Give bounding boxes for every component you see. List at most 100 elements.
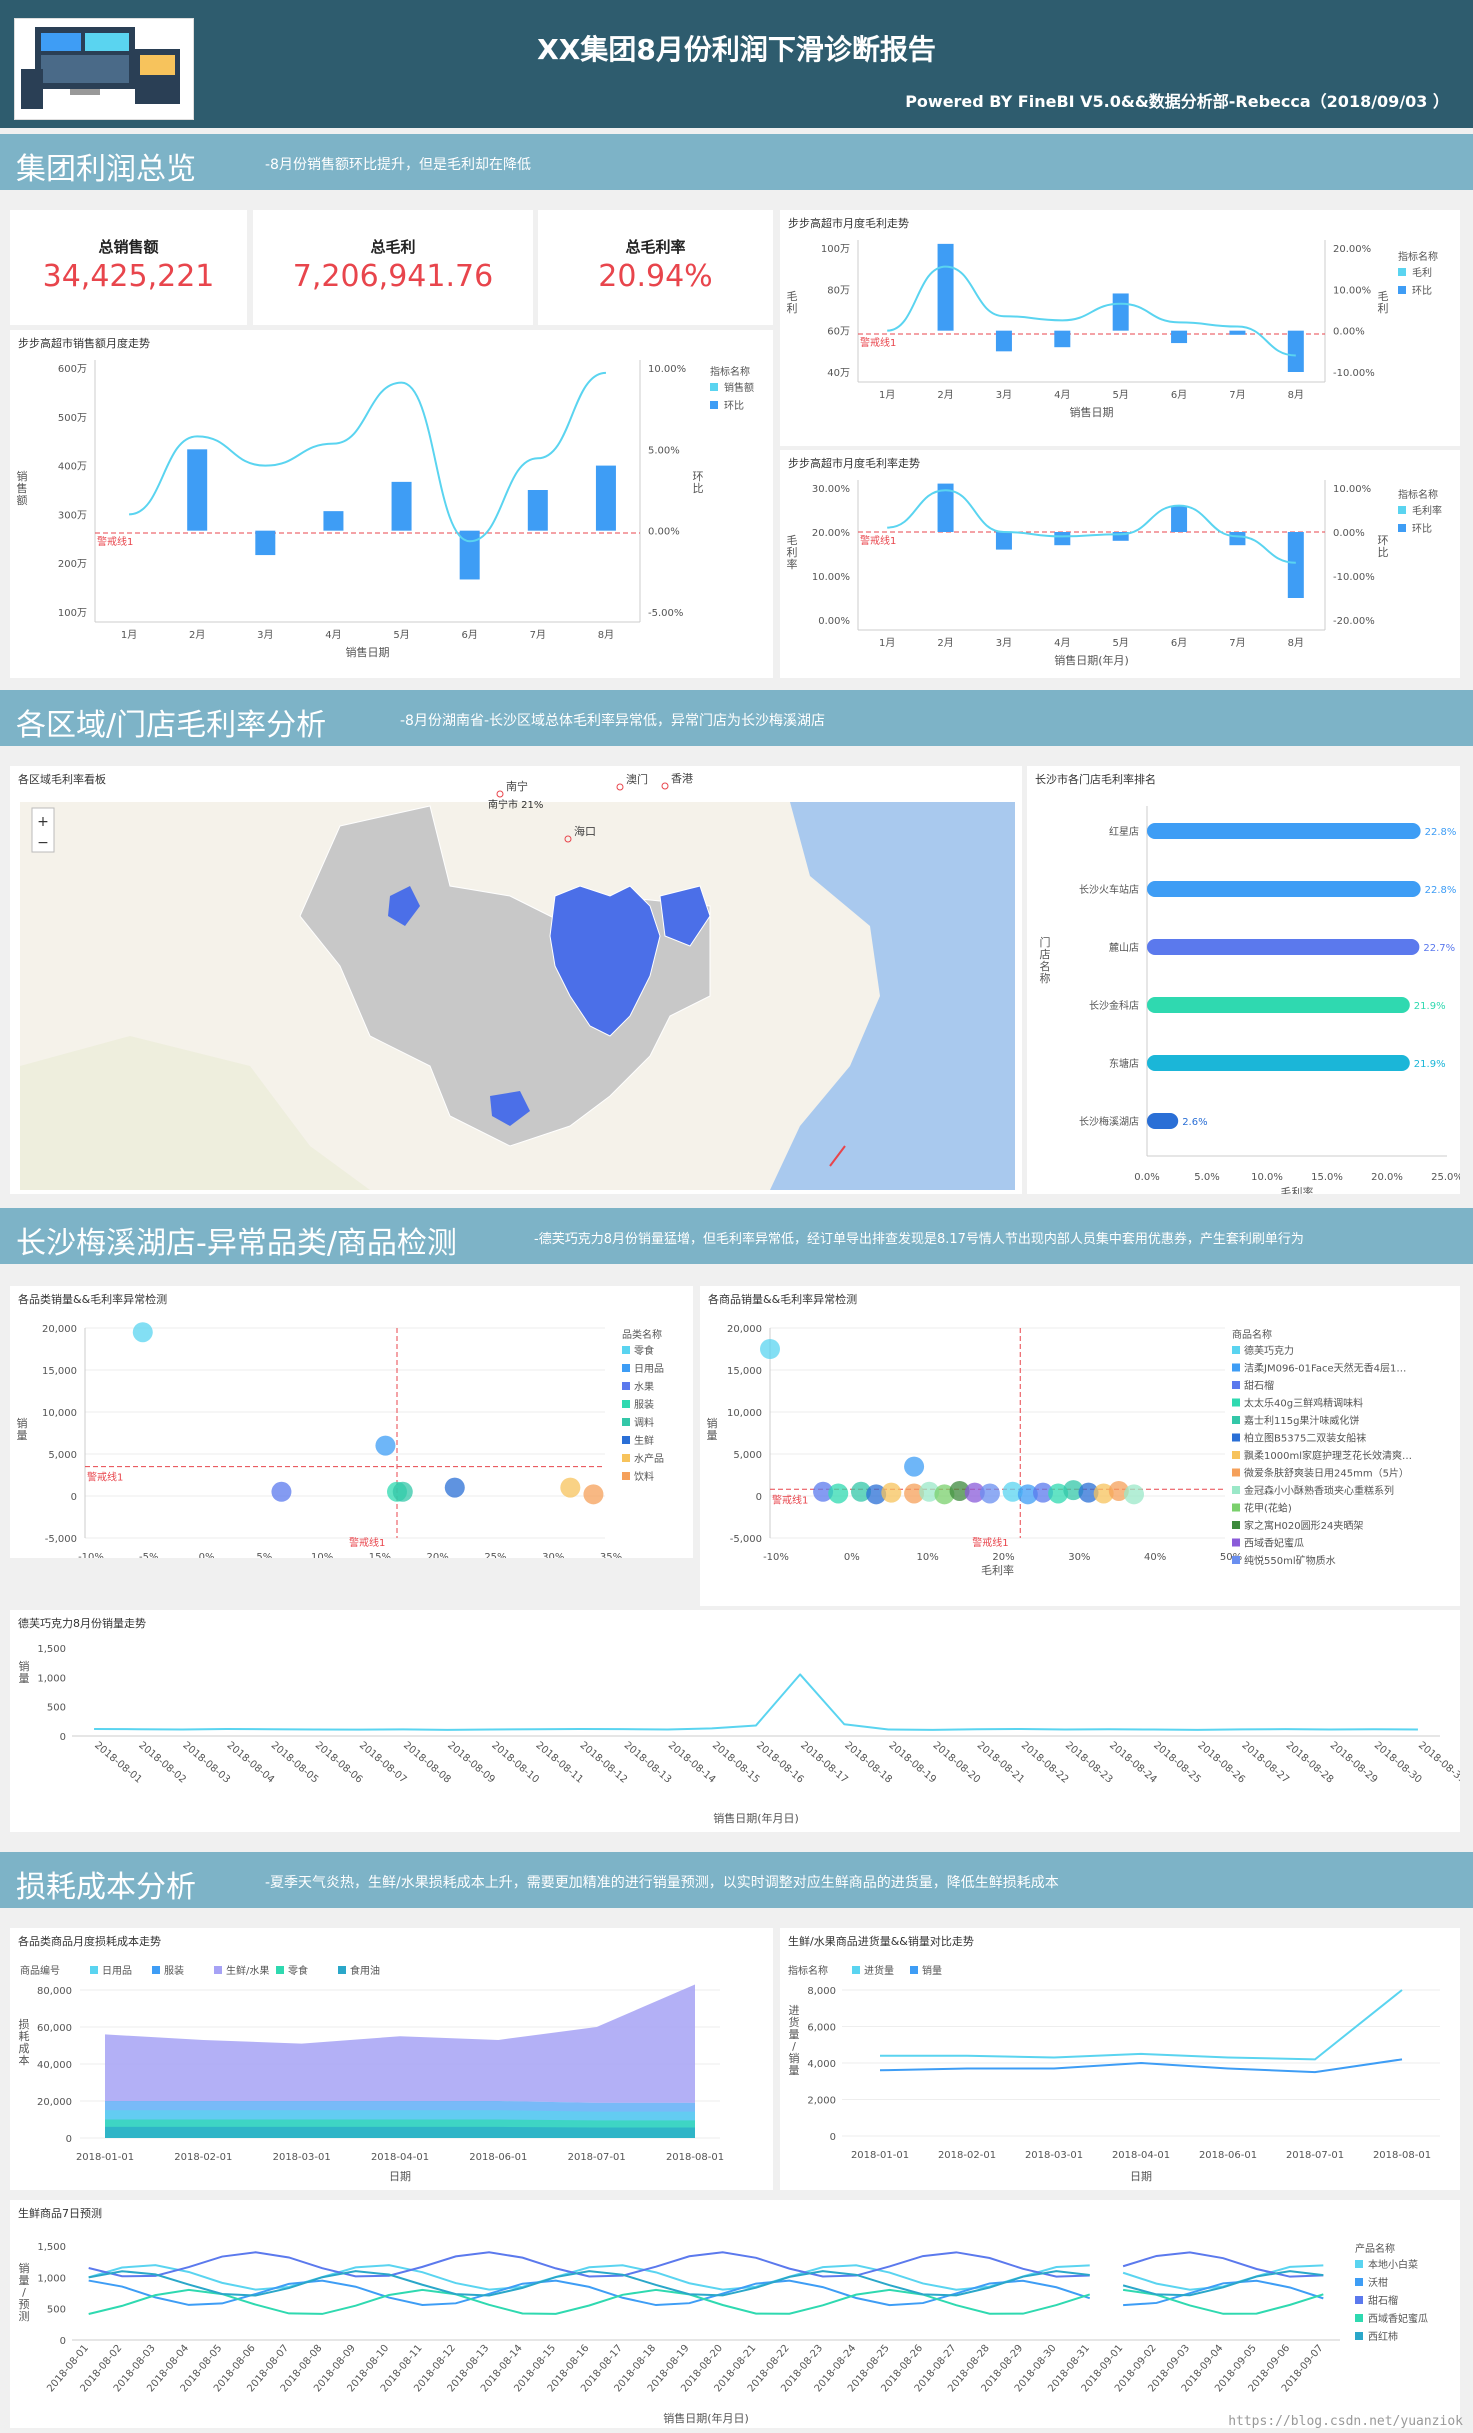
warning-label: 警戒线1	[772, 1493, 808, 1506]
region-map[interactable]: 重庆贵阳昆明南宁广州澳门香港海口长沙武汉合肥南京上海杭州南昌福州台北拉萨黄海东海…	[10, 516, 1022, 1194]
data-label: 21.9%	[1414, 1059, 1446, 1070]
legend-swatch	[1355, 2296, 1363, 2304]
chart-title: 长沙市各门店毛利率排名	[1035, 773, 1156, 786]
bar	[391, 481, 412, 531]
legend-swatch	[1232, 1433, 1240, 1442]
bar	[1147, 881, 1421, 897]
legend-swatch	[1398, 506, 1406, 514]
tick-label: 100万	[58, 608, 87, 619]
region-map-panel: 各区域毛利率看板 重庆贵阳昆明南宁广州澳门香港海口长沙武汉合肥南京上海杭州南昌福…	[10, 516, 1022, 1194]
chart-title: 各品类商品月度损耗成本走势	[18, 1935, 161, 1948]
tick-label: 2018-03-01	[1025, 2150, 1083, 2161]
chart-title: 各区域毛利率看板	[18, 773, 106, 786]
legend-swatch	[338, 1966, 346, 1974]
tick-label: 0	[60, 2336, 66, 2347]
region-nanchang	[659, 885, 711, 947]
legend-title: 产品名称	[1355, 2242, 1395, 2255]
legend-title: 商品编号	[20, 1964, 60, 1977]
legend-swatch	[1232, 1451, 1240, 1459]
tick-label: 5,000	[48, 1450, 77, 1461]
tick-label: 5月	[1113, 389, 1129, 401]
tick-label: 8月	[1288, 389, 1304, 401]
tick-label: 2018-07-01	[568, 2152, 626, 2163]
tick-label: 2018-08-12	[578, 1740, 630, 1786]
scatter-point	[919, 1481, 940, 1502]
scatter-point	[560, 1477, 581, 1498]
zoom-in-button[interactable]: +	[37, 814, 49, 830]
data-label: 21.9%	[1414, 1001, 1446, 1012]
bar	[1171, 505, 1188, 532]
tick-label: 15,000	[727, 1366, 762, 1377]
legend-label: 调料	[634, 1416, 654, 1429]
legend-label: 零食	[288, 1964, 308, 1977]
page-subtitle: Powered BY FineBI V5.0&&数据分析部-Rebecca（20…	[905, 92, 1449, 111]
tick-label: 0.00%	[818, 616, 850, 627]
tick-label: 20.0%	[1371, 1172, 1403, 1183]
y2-axis-title: 环比	[693, 470, 704, 495]
tick-label: 8月	[1288, 637, 1304, 649]
legend-swatch	[1232, 1381, 1240, 1389]
tick-label: 500	[47, 2305, 66, 2316]
legend-swatch	[1232, 1538, 1240, 1547]
gp-trend-chart: 100万 80万 60万 40万 20.00% 10.00% 0.00% -10.00% 警戒线…	[787, 240, 1438, 419]
logo-image	[14, 18, 194, 120]
data-label: 22.8%	[1425, 827, 1457, 838]
tick-label: 2018-08-08	[401, 1740, 453, 1786]
legend-swatch	[1398, 524, 1406, 532]
bar	[595, 465, 616, 531]
tick-label: 15%	[369, 1552, 391, 1558]
tick-label: 2018-08-01	[666, 2152, 724, 2163]
series-line	[887, 489, 1296, 564]
tick-label: 10.00%	[1333, 484, 1371, 495]
tick-label: 2018-08-03	[180, 1740, 232, 1786]
scatter-point	[934, 1484, 955, 1505]
legend-swatch	[1355, 2332, 1363, 2340]
y-axis-title: 进货量/销量	[789, 2004, 800, 2077]
sales-trend-chart: 600万 500万 400万 300万 200万 100万 10.00% 5.00% 0.00%…	[17, 360, 754, 659]
legend-swatch	[276, 1966, 284, 1974]
watermark: https://blog.csdn.net/yuanziok	[1228, 2414, 1463, 2429]
dove-trend-panel: 德芙巧克力8月份销量走势 1,500 1,000 500 0 2018-08-01 201…	[10, 1610, 1468, 1832]
loss-cost-chart: 商品编号 日用品 服装 生鲜/水果 零食 食用油 80,000 60,000 40,000 20,…	[19, 1964, 725, 2183]
legend-swatch	[1355, 2260, 1363, 2268]
tick-label: 5.0%	[1194, 1172, 1219, 1183]
category-label: 红星店	[1109, 825, 1139, 838]
tick-label: 2018-06-01	[1199, 2150, 1257, 2161]
legend-label: 金冠森小小酥熟香琐夹心重糕系列	[1244, 1484, 1394, 1497]
bar	[1054, 532, 1071, 546]
section-loss-cost: 损耗成本分析 -夏季天气炎热，生鲜/水果损耗成本上升，需要更加精准的进行销量预测…	[0, 1852, 1473, 1908]
tick-label: 10%	[311, 1552, 333, 1558]
legend-label: 水产品	[634, 1452, 664, 1465]
y-axis-title: 销量	[707, 1416, 718, 1442]
tick-label: 600万	[58, 364, 87, 375]
warning-label: 警戒线1	[972, 1536, 1008, 1549]
tick-label: 2018-08-18	[842, 1740, 894, 1786]
tick-label: 6月	[1171, 637, 1187, 649]
tick-label: 50%	[1220, 1552, 1242, 1563]
legend-title: 指标名称	[1398, 250, 1438, 263]
y2-axis-title: 毛利	[1378, 290, 1389, 315]
x-axis-title: 销售日期(年月日)	[663, 2411, 749, 2425]
x-axis-title: 销售日期(年月)	[1054, 653, 1129, 667]
scatter-point	[583, 1484, 604, 1505]
legend-swatch	[910, 1966, 918, 1974]
tick-label: 1,000	[37, 1673, 66, 1684]
tick-label: 30%	[1068, 1552, 1090, 1563]
tick-label: 30%	[542, 1552, 564, 1558]
tick-label: 200万	[58, 559, 87, 570]
bar	[995, 532, 1012, 550]
tick-label: 400万	[58, 462, 87, 473]
land-south	[20, 1036, 370, 1190]
bar	[1147, 939, 1420, 955]
bar	[1229, 330, 1246, 335]
category-label: 长沙金科店	[1089, 999, 1139, 1012]
tick-label: 5月	[393, 629, 409, 641]
zoom-out-button[interactable]: −	[37, 835, 49, 851]
tick-label: -10.00%	[1333, 572, 1375, 583]
data-label: 2.6%	[1182, 1117, 1207, 1128]
tick-label: 2018-08-05	[269, 1740, 321, 1786]
scatter-point	[444, 1477, 465, 1498]
tick-label: 2018-08-22	[1019, 1740, 1071, 1786]
tick-label: 40%	[1144, 1552, 1166, 1563]
tick-label: 2018-08-11	[533, 1740, 585, 1786]
